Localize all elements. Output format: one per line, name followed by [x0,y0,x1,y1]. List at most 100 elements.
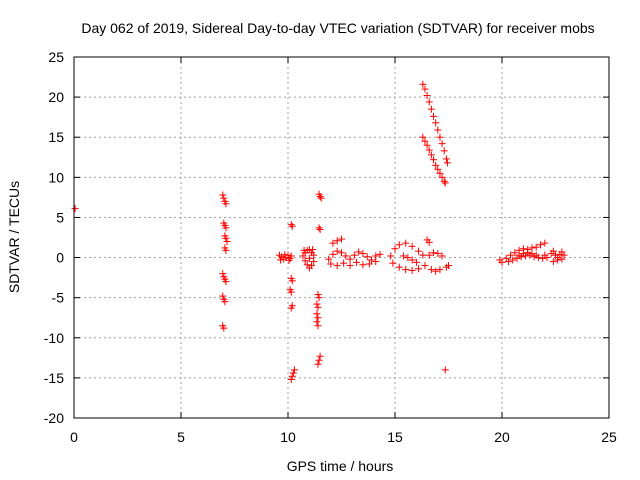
data-point [220,324,228,332]
data-point [288,372,296,380]
data-point [408,242,416,250]
data-point [440,147,448,155]
data-point [425,98,433,106]
data-point [419,133,427,141]
y-tick-label: -20 [44,410,64,426]
data-point [287,252,295,260]
data-point [415,247,423,255]
data-point [222,278,230,286]
data-point [443,159,451,167]
data-point [421,262,429,270]
data-point [346,255,354,263]
data-point [412,258,420,266]
y-tick-label: -5 [52,290,65,306]
data-point [290,366,298,374]
data-point [222,224,230,232]
data-point [287,288,295,296]
data-point [423,92,431,100]
data-point [333,262,341,270]
data-point [515,251,523,259]
data-point [352,258,360,266]
data-point [442,155,450,163]
data-point [287,304,295,312]
data-point [316,225,324,233]
data-point [288,222,296,230]
data-point [355,248,363,256]
data-point [71,205,79,213]
data-point [404,254,412,262]
data-point [220,194,228,202]
data-point [519,250,527,258]
x-axis-label: GPS time / hours [287,458,394,474]
data-point [438,252,446,260]
data-point [285,256,293,264]
grid [74,57,609,418]
data-point [419,251,427,259]
data-point [315,224,323,232]
data-point [549,258,557,266]
data-point [441,179,449,187]
data-point [316,193,324,201]
data-point [389,259,397,267]
data-point [438,140,446,148]
data-point [511,249,519,257]
data-point [372,258,380,266]
data-point [421,137,429,145]
tick-labels: 0 5 10 15 20 25 -20 -15 -10 -5 0 5 10 15 20 25 [44,49,617,445]
data-point [305,254,313,262]
data-point [288,277,296,285]
data-point [376,250,384,258]
data-point [289,369,297,377]
y-tick-label: 25 [48,49,64,65]
data-point [222,246,230,254]
y-tick-label: 20 [48,89,64,105]
data-point [223,238,231,246]
y-tick-label: -15 [44,370,64,386]
x-tick-label: 20 [494,429,510,445]
data-point [427,151,435,159]
data-point [222,234,230,242]
x-tick-label: 25 [601,429,617,445]
data-point [316,352,324,360]
y-tick-label: 0 [56,250,64,266]
data-point [440,177,448,185]
data-point [498,258,506,266]
data-point [314,322,322,330]
data-point [308,262,316,270]
data-point [387,252,395,260]
data-point [408,266,416,274]
data-point [558,255,566,263]
x-tick-label: 15 [387,429,403,445]
data-point [421,85,429,93]
data-point [340,259,348,267]
data-point [432,267,440,275]
data-point [541,239,549,247]
data-point [281,251,289,259]
data-point [314,360,322,368]
data-point [313,300,321,308]
data-point [434,250,442,258]
data-point [432,161,440,169]
data-point [301,257,309,265]
data-point [541,251,549,259]
data-point [430,112,438,120]
data-point [315,294,323,302]
data-point [277,256,285,264]
data-point [432,119,440,127]
data-point [400,252,408,260]
data-point [524,249,532,257]
data-points [71,80,568,383]
data-point [365,260,373,268]
data-point [425,251,433,259]
data-point [342,252,350,260]
data-point [423,141,431,149]
y-tick-label: 10 [48,169,64,185]
y-tick-label: -10 [44,330,64,346]
data-point [445,262,452,270]
data-point [325,255,333,263]
data-point [425,238,433,246]
data-point [317,194,325,202]
data-point [427,105,435,113]
data-point [395,241,403,249]
